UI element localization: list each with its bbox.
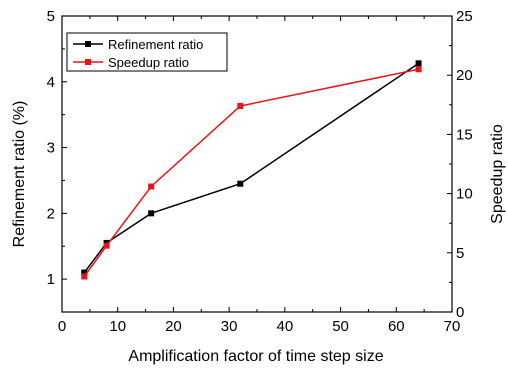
- series-line-1: [83, 68, 419, 277]
- series-0-point: [237, 180, 244, 187]
- series-0-point: [415, 60, 422, 67]
- series-1-point: [237, 102, 244, 109]
- x-tick-label: 60: [388, 318, 405, 335]
- y-right-axis-title: Speedup ratio: [489, 124, 506, 224]
- series-0-point: [148, 210, 155, 217]
- series-layer: [81, 60, 422, 280]
- x-tick-label: 0: [58, 318, 66, 335]
- y-right-tick-label: 5: [456, 245, 464, 262]
- legend-marker-refinement: [85, 41, 91, 47]
- legend-label-refinement: Refinement ratio: [108, 37, 203, 52]
- y-left-axis-title: Refinement ratio (%): [11, 101, 28, 248]
- series-1-point: [415, 66, 422, 73]
- x-tick-label: 40: [277, 318, 294, 335]
- series-line-0: [83, 62, 419, 273]
- series-1-point: [148, 183, 155, 190]
- series-1-point: [103, 242, 110, 249]
- y-left-tick-label: 3: [47, 140, 55, 157]
- series-0-point: [81, 269, 88, 276]
- y-left-tick-label: 1: [47, 271, 55, 288]
- legend-box: [66, 32, 228, 72]
- y-right-tick-label: 10: [456, 186, 473, 203]
- legend: Refinement ratio Speedup ratio: [66, 32, 228, 72]
- series-1-point: [81, 273, 88, 280]
- x-tick-label: 70: [444, 318, 461, 335]
- y-left-tick-label: 5: [47, 8, 55, 25]
- legend-label-speedup: Speedup ratio: [108, 55, 189, 70]
- y-right-tick-label: 25: [456, 8, 473, 25]
- y-right-tick-label: 20: [456, 67, 473, 84]
- y-left-tick-label: 2: [47, 205, 55, 222]
- x-axis-title: Amplification factor of time step size: [128, 348, 383, 365]
- y-right-tick-label: 15: [456, 126, 473, 143]
- x-tick-label: 10: [109, 318, 126, 335]
- x-tick-label: 50: [332, 318, 349, 335]
- y-left-tick-label: 4: [47, 74, 55, 91]
- x-tick-label: 30: [221, 318, 238, 335]
- y-right-tick-label: 0: [456, 304, 464, 321]
- x-tick-label: 20: [165, 318, 182, 335]
- legend-marker-speedup: [85, 59, 91, 65]
